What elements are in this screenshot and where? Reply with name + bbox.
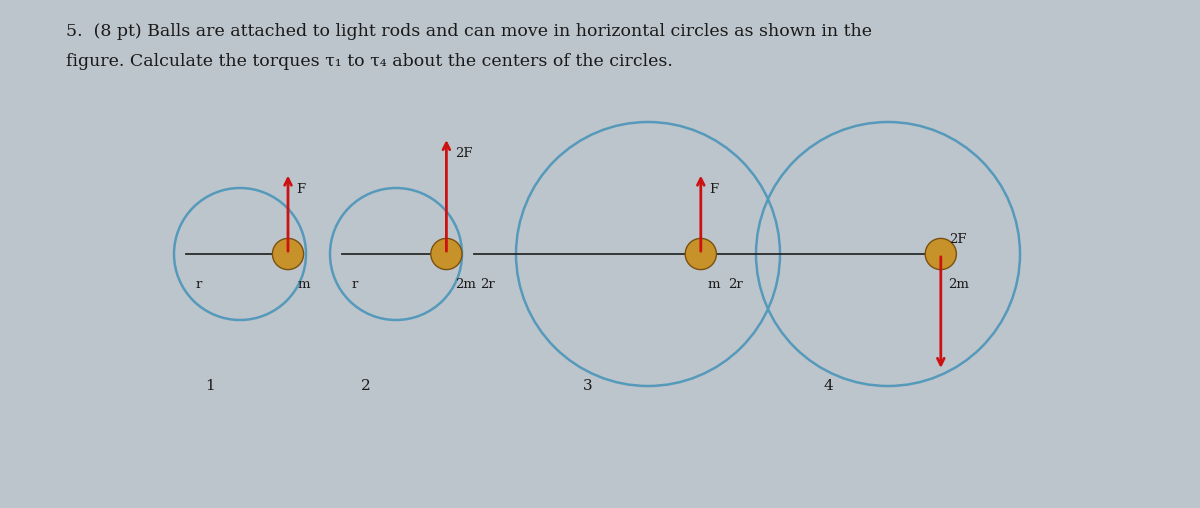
Ellipse shape (272, 238, 304, 270)
Text: 2: 2 (361, 379, 371, 393)
Text: r: r (196, 278, 202, 292)
Text: 2F: 2F (949, 233, 967, 246)
Text: 2r: 2r (728, 278, 743, 292)
Text: 5.  (8 pt) Balls are attached to light rods and can move in horizontal circles a: 5. (8 pt) Balls are attached to light ro… (66, 23, 872, 40)
Text: 2F: 2F (455, 147, 473, 161)
Text: 2m: 2m (455, 278, 475, 292)
Ellipse shape (685, 238, 716, 270)
Ellipse shape (925, 238, 956, 270)
Text: F: F (709, 183, 719, 196)
Text: 4: 4 (823, 379, 833, 393)
Text: 2m: 2m (948, 278, 968, 292)
Text: m: m (708, 278, 720, 292)
Text: r: r (352, 278, 358, 292)
Text: F: F (296, 183, 306, 196)
Text: 1: 1 (205, 379, 215, 393)
Text: 3: 3 (583, 379, 593, 393)
Text: figure. Calculate the torques τ₁ to τ₄ about the centers of the circles.: figure. Calculate the torques τ₁ to τ₄ a… (66, 53, 673, 70)
Text: 2r: 2r (480, 278, 494, 292)
Text: m: m (298, 278, 310, 292)
Ellipse shape (431, 238, 462, 270)
